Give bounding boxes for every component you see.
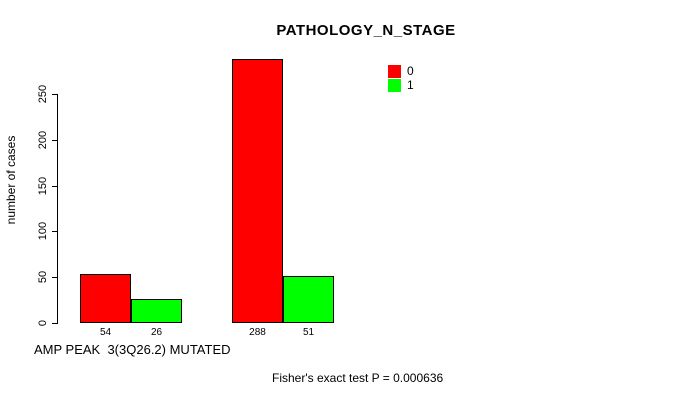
fisher-test-annotation: Fisher's exact test P = 0.000636 [272, 371, 444, 385]
y-axis-tick-label: 250 [37, 84, 49, 104]
legend-item: 0 [388, 64, 414, 78]
bar [131, 299, 182, 323]
y-axis-tick-label: 200 [37, 130, 49, 150]
legend-item: 1 [388, 78, 414, 92]
bar [232, 59, 283, 323]
y-axis-tick-label: 150 [37, 176, 49, 196]
y-axis-tick-label: 100 [37, 221, 49, 241]
y-axis-tick [52, 323, 58, 324]
y-axis-tick [52, 231, 58, 232]
bar [80, 274, 131, 323]
legend-swatch [388, 78, 401, 92]
bar [283, 276, 334, 323]
bar-value-label: 51 [302, 327, 315, 338]
y-axis-label: number of cases [4, 135, 18, 225]
bar-value-label: 54 [99, 327, 112, 338]
y-axis-tick [52, 186, 58, 187]
bar-value-label: 26 [150, 327, 163, 338]
legend-swatch [388, 64, 401, 78]
y-axis-tick-label: 50 [37, 270, 49, 284]
y-axis-line [57, 94, 58, 324]
y-axis-tick [52, 140, 58, 141]
chart-title: PATHOLOGY_N_STAGE [276, 22, 456, 39]
legend-item-label: 1 [407, 77, 414, 92]
bar-value-label: 288 [249, 327, 266, 338]
legend-item-label: 0 [407, 63, 414, 78]
y-axis-tick [52, 277, 58, 278]
y-axis-tick-label: 0 [37, 319, 49, 327]
x-axis-label: AMP PEAK 3(3Q26.2) MUTATED [34, 342, 231, 357]
y-axis-tick [52, 94, 58, 95]
